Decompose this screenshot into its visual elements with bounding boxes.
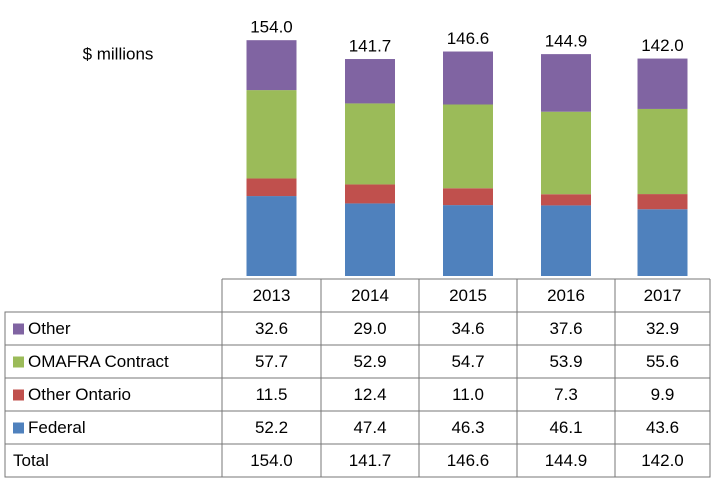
- table-value: 12.4: [353, 385, 386, 404]
- bar-segment: [541, 111, 591, 195]
- table-value: 52.9: [353, 352, 386, 371]
- legend-swatch: [13, 356, 24, 368]
- legend-label: Other: [28, 319, 71, 338]
- table-value: 11.5: [256, 385, 288, 404]
- table-value: 142.0: [641, 451, 684, 470]
- bar-segment: [443, 51, 493, 105]
- legend-swatch: [13, 422, 24, 434]
- table-value: 54.7: [451, 352, 484, 371]
- y-axis-label: $ millions: [83, 44, 154, 63]
- total-label: 154.0: [250, 18, 293, 37]
- legend-label: OMAFRA Contract: [28, 352, 169, 371]
- total-label: 142.0: [641, 36, 684, 55]
- table-value: 154.0: [250, 451, 293, 470]
- x-tick-label: 2017: [644, 286, 682, 305]
- table-value: 29.0: [353, 319, 386, 338]
- total-label: 144.9: [545, 32, 588, 51]
- legend-label: Federal: [28, 418, 86, 437]
- bar-segment: [345, 103, 395, 185]
- table-value: 46.3: [451, 418, 484, 437]
- bar-segment: [541, 205, 591, 276]
- bar-segment: [345, 59, 395, 104]
- table-value: 32.6: [255, 319, 288, 338]
- bar-segment: [246, 90, 297, 179]
- bar-segment: [246, 40, 297, 91]
- bar-segment: [637, 58, 688, 109]
- table-value: 46.1: [549, 418, 582, 437]
- bar-segment: [345, 184, 395, 204]
- table-value: 32.9: [646, 319, 679, 338]
- table-value: 144.9: [545, 451, 588, 470]
- table-value: 53.9: [549, 352, 582, 371]
- bar-segment: [246, 178, 297, 197]
- table-value: 9.9: [651, 385, 675, 404]
- bar-segment: [443, 188, 493, 206]
- table-value: 52.2: [255, 418, 288, 437]
- bar-segment: [541, 194, 591, 206]
- table-value: 37.6: [549, 319, 582, 338]
- x-tick-label: 2015: [449, 286, 487, 305]
- table-value: 57.7: [255, 352, 288, 371]
- bar-segment: [637, 209, 688, 276]
- bar-segment: [541, 54, 591, 112]
- table-value: 146.6: [447, 451, 490, 470]
- total-label: 146.6: [447, 29, 490, 48]
- table-value: 11.0: [452, 385, 484, 404]
- legend-swatch: [13, 389, 24, 401]
- bar-segment: [246, 196, 297, 276]
- table-value: 7.3: [554, 385, 578, 404]
- x-tick-label: 2014: [351, 286, 389, 305]
- bar-segment: [443, 104, 493, 189]
- bar-segment: [637, 108, 688, 195]
- x-tick-label: 2013: [253, 286, 291, 305]
- table-value: 34.6: [451, 319, 484, 338]
- legend-label: Other Ontario: [28, 385, 131, 404]
- legend-swatch: [13, 323, 24, 335]
- table-value: 141.7: [349, 451, 392, 470]
- bar-segment: [345, 203, 395, 276]
- total-row-label: Total: [13, 451, 49, 470]
- table-value: 43.6: [646, 418, 679, 437]
- bar-segment: [443, 205, 493, 276]
- total-label: 141.7: [349, 37, 392, 56]
- bar-segment: [637, 194, 688, 210]
- table-value: 55.6: [646, 352, 679, 371]
- table-value: 47.4: [353, 418, 386, 437]
- x-tick-label: 2016: [547, 286, 585, 305]
